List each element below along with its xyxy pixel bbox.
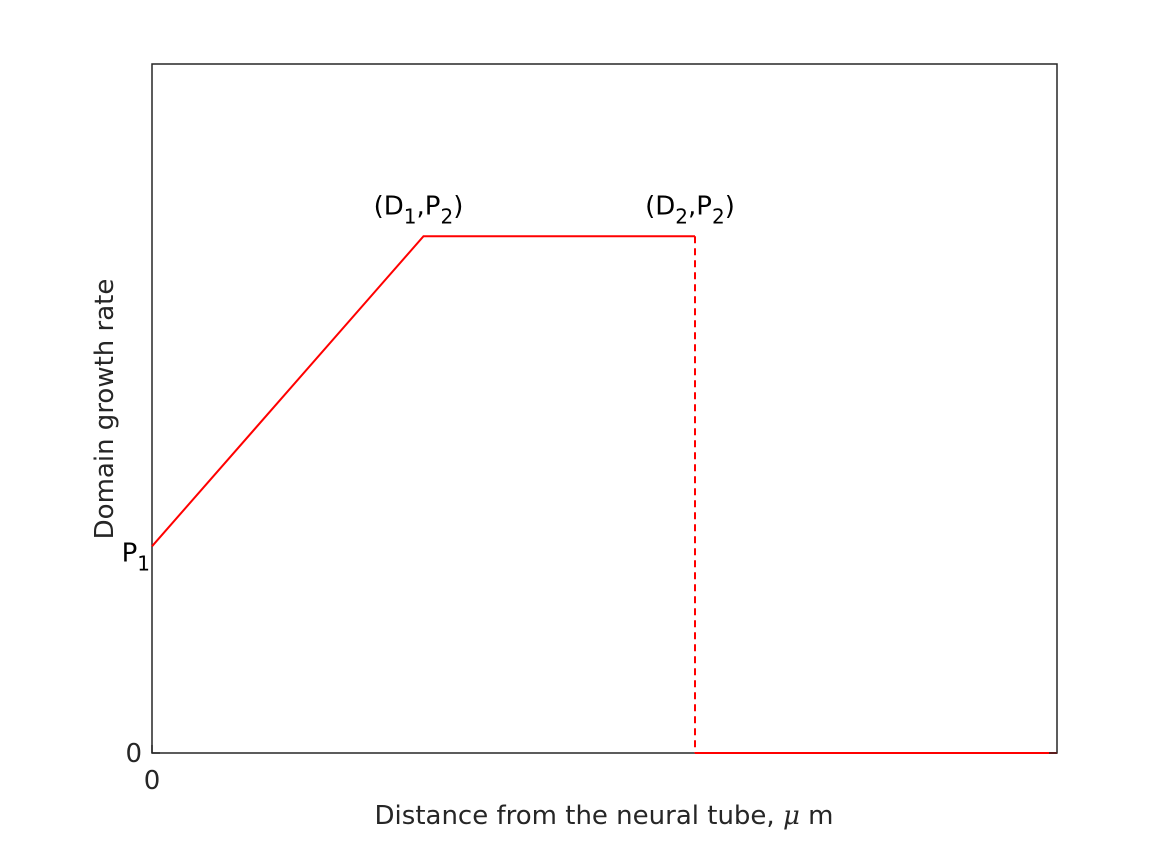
annotation-group: P1 (D1,P2) (D2,P2) — [122, 191, 735, 575]
y-tick-label-0: 0 — [125, 739, 142, 769]
plot-area — [151, 63, 1058, 754]
point-annotation-1: P1 — [122, 538, 150, 575]
tick-group: 00 — [125, 739, 1057, 796]
point-annotation-2: (D1,P2) — [374, 191, 464, 228]
series-group — [151, 235, 1057, 754]
x-tick-label-0: 0 — [144, 766, 161, 796]
x-axis-label: Distance from the neural tube, μ m — [375, 801, 834, 831]
series-line-1-solid — [151, 235, 695, 547]
y-axis-label: Domain growth rate — [90, 279, 120, 540]
point-annotation-3: (D2,P2) — [645, 191, 735, 228]
mu-symbol: μ — [783, 801, 800, 831]
